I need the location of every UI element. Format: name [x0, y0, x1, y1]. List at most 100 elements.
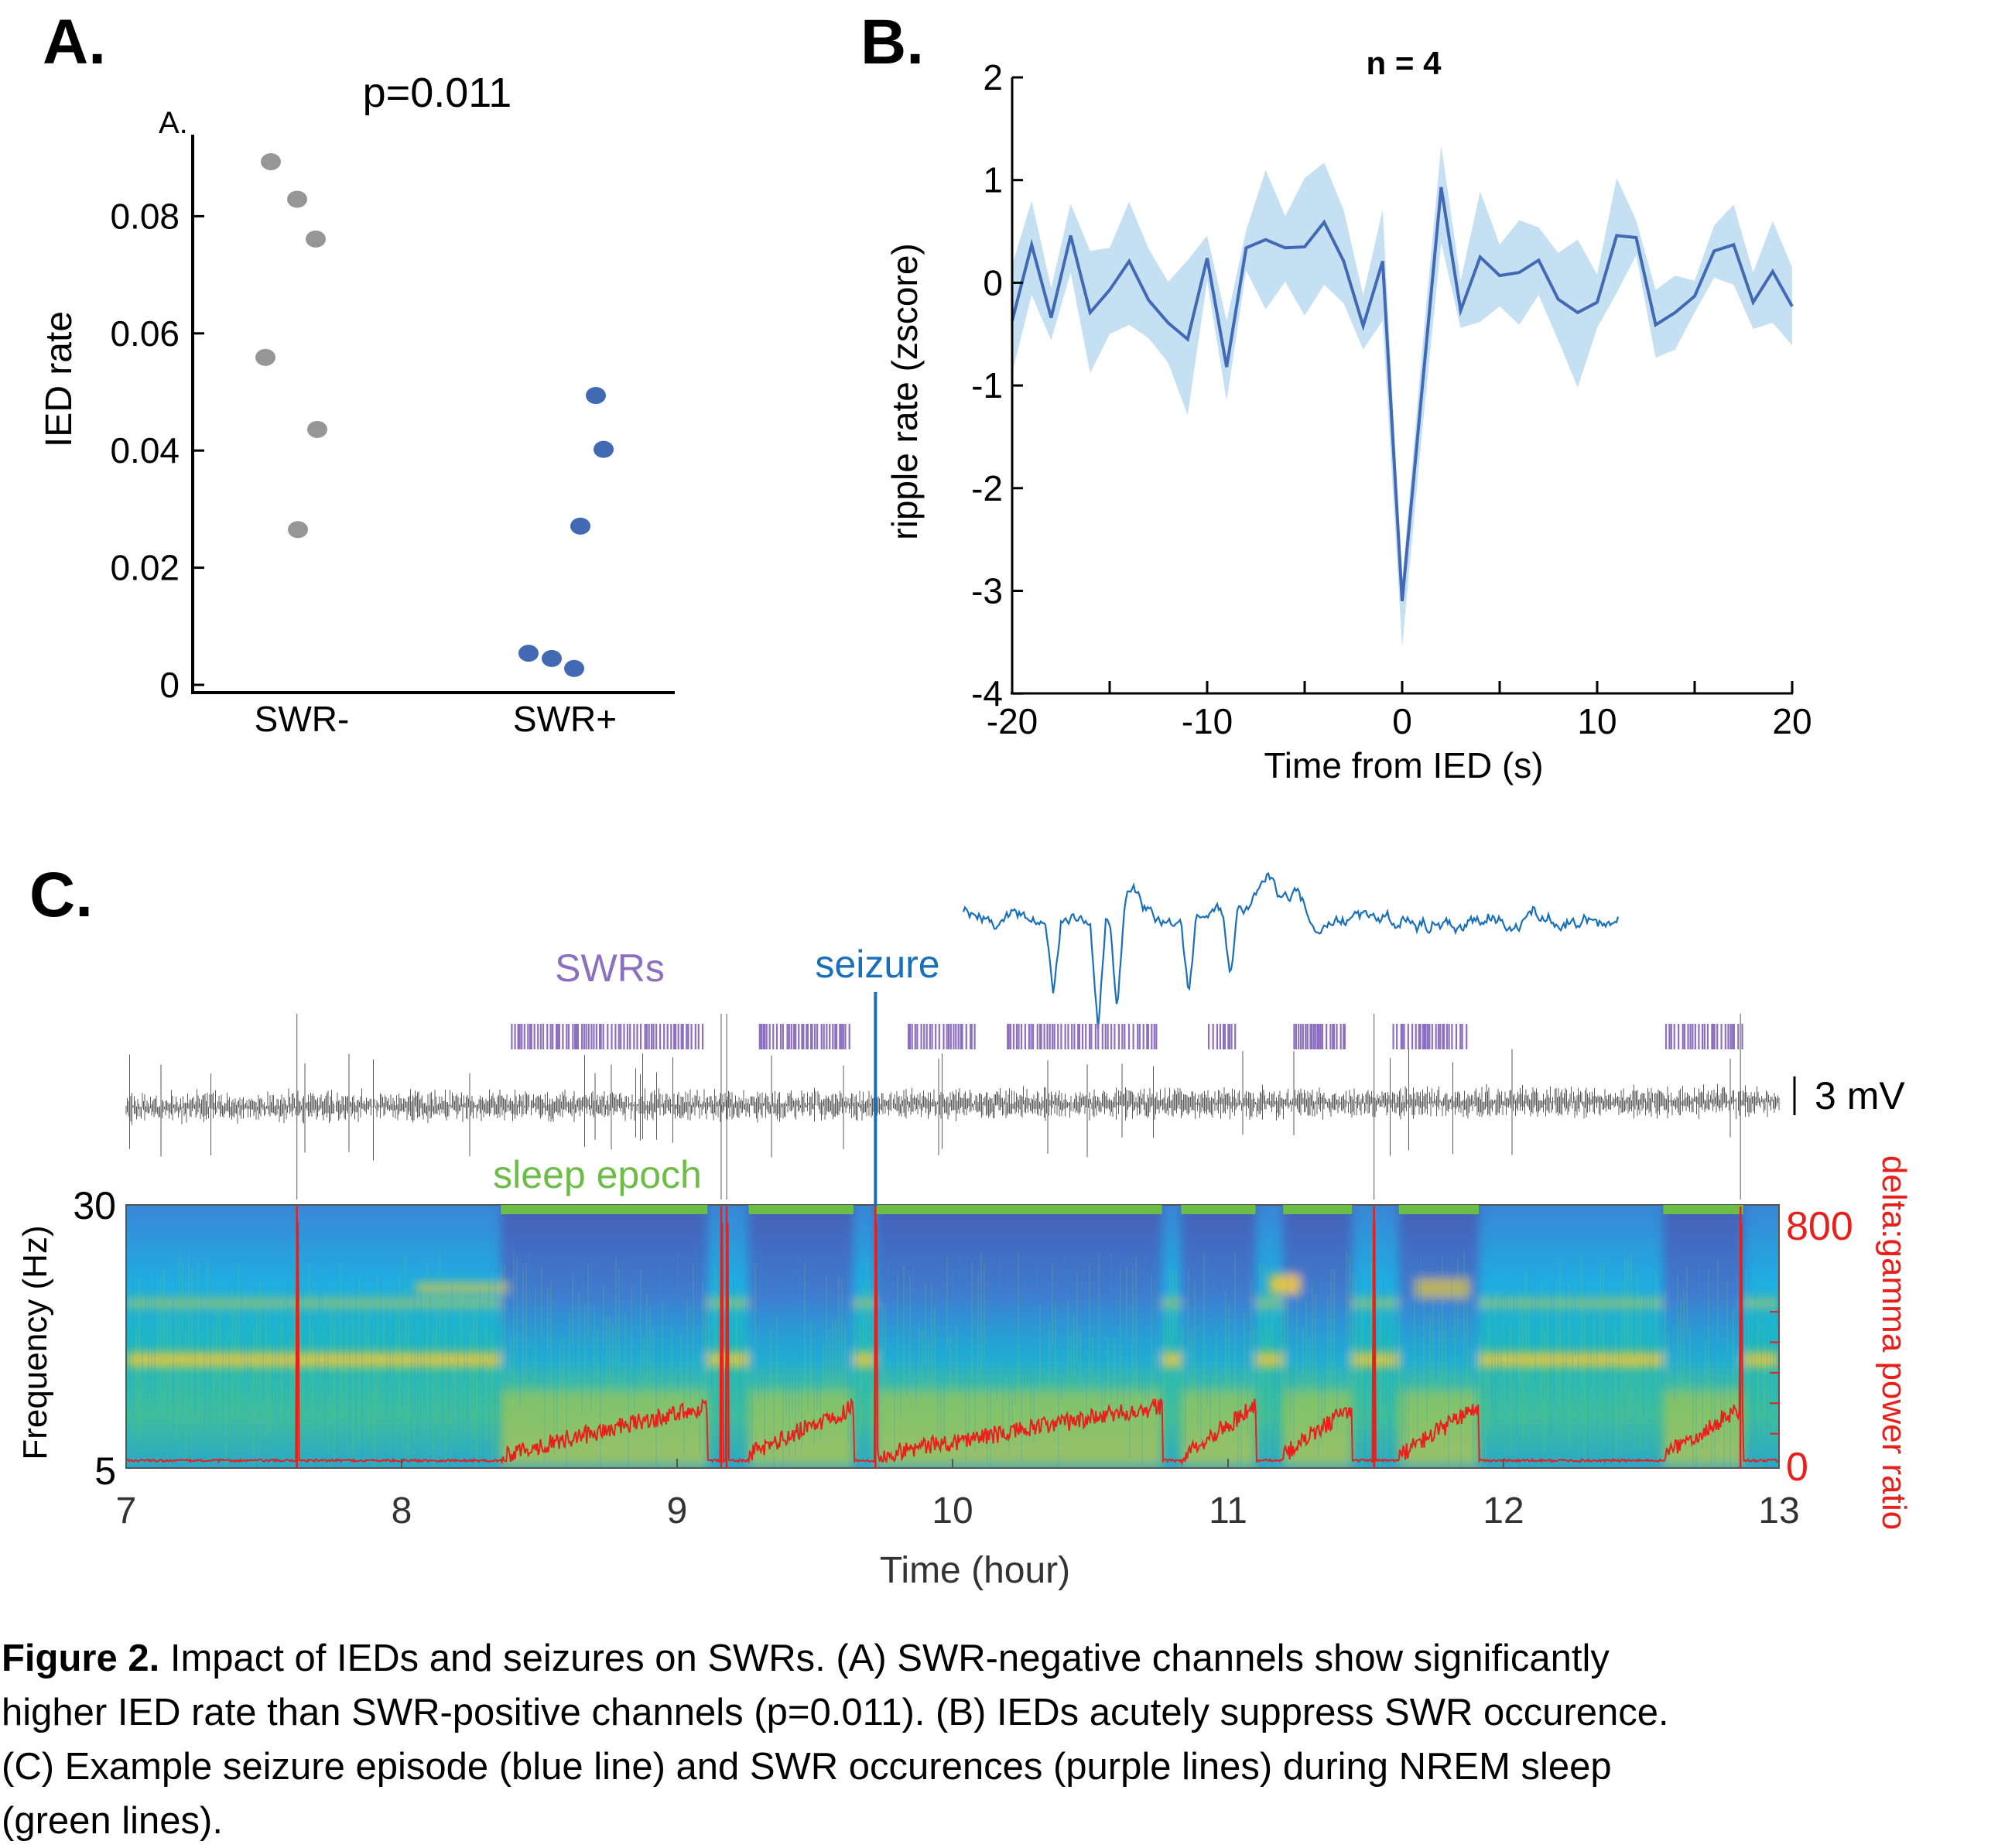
spectrogram-texture: [197, 1259, 199, 1425]
spectrogram-texture: [1439, 1310, 1440, 1388]
spectrogram-texture: [1643, 1285, 1644, 1416]
spectrogram-texture: [903, 1265, 905, 1418]
spectrogram-texture: [928, 1338, 929, 1447]
panel-a-corner-label: A.: [159, 106, 188, 140]
spectrogram-texture: [228, 1340, 230, 1417]
panel-a-title: p=0.011: [363, 70, 512, 116]
spectrogram-texture: [1234, 1252, 1236, 1423]
spectrogram-texture: [1692, 1331, 1694, 1468]
spectrogram-power-band: [1478, 1352, 1664, 1367]
spectrogram-texture: [1754, 1294, 1756, 1460]
spectrogram-texture: [959, 1253, 960, 1393]
spectrogram-texture: [912, 1265, 914, 1350]
spectrogram-texture: [1355, 1275, 1357, 1439]
spectrogram-texture: [1117, 1277, 1118, 1420]
spectrogram-texture: [1562, 1342, 1564, 1424]
spectrogram-texture: [801, 1343, 802, 1451]
spectrogram-texture: [1720, 1312, 1722, 1428]
spectrogram-texture: [445, 1305, 446, 1462]
spectrogram-texture: [1383, 1275, 1384, 1405]
spectrogram-texture: [733, 1265, 734, 1403]
spectrogram-texture: [1309, 1338, 1310, 1456]
spectrogram-texture: [974, 1333, 976, 1451]
spectrogram-texture: [897, 1274, 898, 1370]
sleep-epoch-bar: [501, 1205, 708, 1214]
spectrogram-texture: [132, 1265, 134, 1422]
spectrogram-texture: [680, 1333, 682, 1468]
spectrogram-texture: [1624, 1258, 1626, 1393]
panel-b-xlabel: Time from IED (s): [1264, 745, 1543, 785]
spectrogram-texture: [1148, 1270, 1149, 1417]
panel-b-xtick-label: 20: [1772, 701, 1812, 741]
spectrogram-texture: [1237, 1331, 1239, 1468]
spectrogram-texture: [1417, 1278, 1418, 1437]
spectrogram-texture: [386, 1309, 388, 1419]
spectrogram-texture: [176, 1308, 177, 1442]
spectrogram-texture: [374, 1343, 375, 1468]
spectrogram-texture: [371, 1319, 372, 1391]
spectrogram-texture: [1683, 1289, 1685, 1395]
spectrogram-power-band: [415, 1282, 508, 1293]
spectrogram-texture: [1110, 1252, 1112, 1405]
spectrogram-texture: [1668, 1333, 1669, 1434]
spectrogram-texture: [1305, 1301, 1307, 1438]
spectrogram-texture: [439, 1252, 440, 1330]
spectrogram-texture: [1414, 1278, 1415, 1419]
spectrogram-texture: [1565, 1280, 1567, 1374]
spectrogram-texture: [1408, 1298, 1409, 1464]
spectrogram-texture: [507, 1282, 508, 1374]
spectrogram-texture: [1745, 1270, 1747, 1364]
spectrogram-texture: [782, 1312, 784, 1468]
spectrogram-texture: [160, 1274, 162, 1408]
spectrogram-texture: [708, 1311, 710, 1380]
spectrogram-texture: [1640, 1306, 1641, 1449]
spectrogram-power-band: [1398, 1391, 1479, 1460]
swrs-label: SWRs: [555, 946, 665, 990]
spectrogram-texture: [1228, 1303, 1230, 1459]
panel-b-chart: n = 4 ripple rate (zscore) Time from IED…: [884, 45, 1812, 785]
spectrogram-texture: [225, 1342, 227, 1468]
spectrogram-texture: [185, 1333, 186, 1460]
spectrogram-texture: [1244, 1312, 1245, 1437]
spectrogram-texture: [1157, 1298, 1158, 1382]
spectrogram-texture: [154, 1268, 156, 1404]
spectrogram-texture: [860, 1323, 861, 1437]
spectrogram-texture: [1584, 1309, 1586, 1461]
spectrogram-texture: [1649, 1272, 1651, 1373]
spectrogram-texture: [915, 1329, 917, 1403]
spectrogram-texture: [525, 1262, 527, 1425]
spectrogram-power-band: [126, 1352, 501, 1367]
spectrogram-texture: [1126, 1266, 1127, 1340]
panel-b-ylabel: ripple rate (zscore): [884, 243, 925, 539]
spectrogram-power-band: [126, 1298, 501, 1309]
spectrogram-texture: [937, 1302, 939, 1439]
spectrogram-texture: [1377, 1271, 1378, 1360]
spectrogram-texture: [364, 1298, 366, 1364]
spectrogram-texture: [1516, 1278, 1517, 1437]
spectrogram-texture: [603, 1284, 604, 1350]
panel-a-point: [307, 420, 327, 438]
spectrogram-texture: [758, 1338, 759, 1401]
panel-b-ytick-label: 2: [983, 57, 1003, 98]
spectrogram-texture: [1188, 1268, 1189, 1356]
spectrogram-texture: [1247, 1339, 1248, 1435]
spectrogram-texture: [1569, 1285, 1570, 1449]
spectrogram-power-band: [1255, 1298, 1284, 1309]
spectrogram-texture: [1401, 1308, 1403, 1468]
spectrogram-texture: [609, 1315, 611, 1422]
spectrogram-texture: [358, 1278, 360, 1442]
spectrogram-texture: [1299, 1288, 1301, 1364]
spectrogram-texture: [1098, 1254, 1100, 1357]
spectrogram-texture: [1553, 1281, 1555, 1447]
spectrogram-texture: [1491, 1258, 1493, 1422]
spectrogram-texture: [1572, 1298, 1573, 1400]
spectrogram-texture: [1389, 1343, 1391, 1468]
spectrogram-texture: [1222, 1275, 1223, 1383]
spectrogram-texture: [312, 1331, 313, 1415]
spectrogram-texture: [1764, 1340, 1765, 1416]
panel-a-point: [287, 190, 307, 208]
spectrogram-texture: [1404, 1327, 1406, 1468]
spectrogram-texture: [1705, 1341, 1706, 1450]
spectrogram-texture: [696, 1252, 697, 1332]
spectrogram-texture: [1008, 1310, 1010, 1453]
